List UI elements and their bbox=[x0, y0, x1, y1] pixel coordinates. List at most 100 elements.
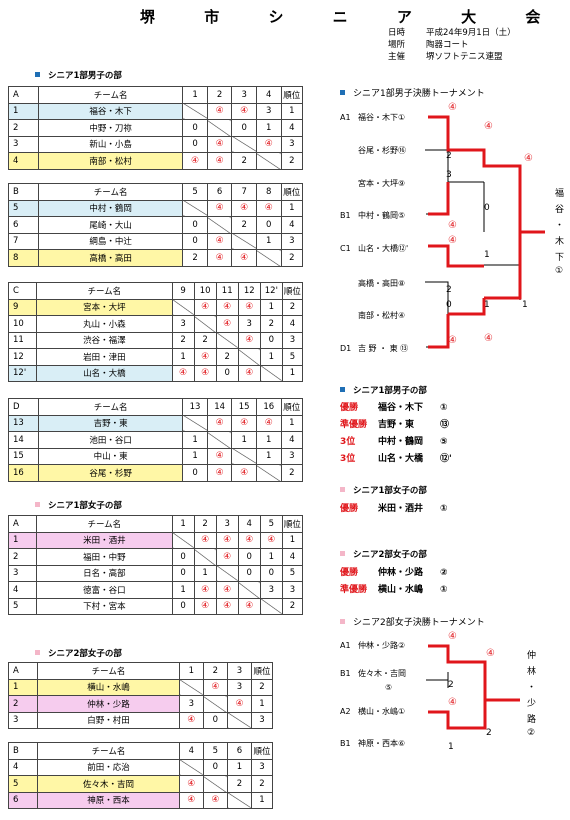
team-name: 下村・宮本 bbox=[36, 597, 173, 615]
team-name: 南部・松村④ bbox=[358, 311, 406, 320]
seed: A1 bbox=[340, 113, 351, 122]
result-row: 優勝 仲林・少路 ② bbox=[340, 565, 448, 578]
diagonal-cell bbox=[193, 548, 217, 566]
bracket-entry: 高橋・高田⑧ bbox=[340, 278, 405, 289]
bracket-entry: 谷尾・杉野⑯ bbox=[340, 145, 406, 156]
team-name: 高橋・高田 bbox=[37, 249, 184, 267]
results-men1-label: シニア1部男子の部 bbox=[353, 386, 427, 396]
bracket-score: ④ bbox=[448, 335, 457, 346]
info-row: 場所 陶器コート bbox=[388, 39, 516, 51]
diagonal-cell bbox=[215, 331, 239, 349]
table-row: 10 丸山・小森 3 ④ 3 2 4 bbox=[7, 315, 304, 333]
result-no: ② bbox=[440, 568, 448, 578]
result-row: 優勝 福谷・木下 ① bbox=[340, 400, 448, 413]
bracket-winner-char: 仲 bbox=[527, 651, 537, 661]
table-header: A チーム名 1 2 3 4 5 順位 bbox=[7, 515, 304, 533]
result-place: 優勝 bbox=[340, 568, 359, 578]
bracket-entry: B1 佐々木・吉岡 bbox=[340, 668, 406, 679]
team-name: 高橋・高田⑧ bbox=[358, 279, 406, 288]
score-cell: ④ bbox=[178, 711, 204, 729]
table-row: 12 岩田・津田 1 ④ 2 1 5 bbox=[7, 348, 304, 366]
group-table-c: C チーム名 9 10 11 12 12' 順位 9 宮本・大坪 ④ ④ ④ 1 2 10 丸山・小森 3 ④ 3 2 4… bbox=[7, 282, 304, 382]
score-cell: ④ bbox=[182, 152, 208, 170]
bracket-entry: 南部・松村④ bbox=[340, 310, 405, 321]
section-women2-bracket: シニア2部女子決勝トーナメント bbox=[340, 615, 485, 628]
bracket-score: 0 bbox=[446, 300, 452, 310]
event-info: 日時 平成24年9月1日（土） 場所 陶器コート 主催 堺ソフトテニス連盟 bbox=[388, 27, 516, 63]
score-cell: ④ bbox=[237, 364, 261, 382]
result-no: ⑫' bbox=[440, 454, 452, 464]
bracket-entry: 宮本・大坪⑨ bbox=[340, 178, 405, 189]
bracket-winner-char: ① bbox=[555, 266, 564, 276]
bracket-entry: B1 中村・鶴岡⑤ bbox=[340, 210, 405, 221]
team-name: 宮本・大坪⑨ bbox=[358, 179, 406, 188]
result-no: ① bbox=[440, 504, 448, 514]
team-name: 福谷・木下 bbox=[37, 102, 184, 120]
table-row: 14 池田・谷口 1 1 1 4 bbox=[8, 431, 304, 449]
row-no: 4 bbox=[8, 152, 39, 170]
team-name: 中村・鶴岡⑤ bbox=[358, 211, 406, 220]
group-table-a: A チーム名 1 2 3 4 順位 1 福谷・木下 ④ ④ 3 1 2 中野・刀祢 0 0 1 4 3 新山・小島 0 ④ ④… bbox=[8, 86, 304, 170]
rank-cell: 2 bbox=[281, 597, 304, 615]
score-cell: ④ bbox=[237, 531, 261, 549]
info-value: 陶器コート bbox=[426, 40, 469, 50]
result-team: 山名・大橋 bbox=[378, 454, 424, 464]
bracket-score: ④ bbox=[448, 102, 457, 113]
diagonal-cell bbox=[231, 447, 257, 465]
info-value: 平成24年9月1日（土） bbox=[426, 28, 516, 38]
bracket-score: 2 bbox=[486, 728, 492, 738]
rank-cell: 3 bbox=[251, 711, 273, 729]
bracket-winner-char: 谷 bbox=[555, 205, 565, 215]
group-table-a: A チーム名 1 2 3 順位 1 横山・水嶋 ④ 3 2 2 仲林・少路 3 ④ 1 3 白野・村田 ④ 0 3 bbox=[7, 662, 273, 729]
result-no: ① bbox=[440, 585, 448, 595]
section-men1: シニア1部男子の部 bbox=[35, 69, 122, 81]
bracket-score: 1 bbox=[522, 300, 528, 310]
team-name: 吉 野 ・ 東 ⑬ bbox=[358, 344, 409, 353]
diagonal-cell bbox=[226, 791, 253, 809]
info-row: 日時 平成24年9月1日（土） bbox=[388, 27, 516, 39]
rank-cell: 1 bbox=[281, 364, 304, 382]
result-no: ⑤ bbox=[440, 437, 448, 447]
section-women1-label: シニア1部女子の部 bbox=[48, 501, 122, 511]
result-team: 吉野・東 bbox=[378, 420, 415, 430]
table-row: 13 吉野・東 ④ ④ ④ 1 bbox=[8, 414, 304, 432]
bracket-score: 1 bbox=[484, 300, 490, 310]
row-no: 16 bbox=[8, 464, 39, 482]
bracket-score: 2 bbox=[446, 151, 452, 161]
team-name: 山名・大橋 bbox=[36, 364, 173, 382]
bracket-winner-char: 木 bbox=[555, 237, 565, 247]
table-row: 5 佐々木・吉岡 ④ 2 2 bbox=[7, 775, 273, 793]
result-no: ⑬ bbox=[440, 420, 450, 430]
info-value: 堺ソフトテニス連盟 bbox=[426, 52, 503, 62]
bracket-entry: C1 山名・大橋⑫' bbox=[340, 243, 408, 254]
team-name: 中村・鶴岡 bbox=[37, 199, 184, 217]
seed: A2 bbox=[340, 707, 351, 716]
section-women2-label: シニア2部女子の部 bbox=[48, 649, 122, 659]
bracket-entry: A1 仲林・少路② bbox=[340, 640, 405, 651]
diagonal-cell bbox=[255, 152, 282, 170]
bracket-score: ④ bbox=[486, 648, 495, 659]
section-women1: シニア1部女子の部 bbox=[35, 499, 122, 511]
score-cell: ④ bbox=[237, 331, 261, 349]
seed: D1 bbox=[340, 344, 352, 353]
results-women1-label: シニア1部女子の部 bbox=[353, 486, 427, 496]
table-row: 6 尾崎・大山 0 2 0 4 bbox=[8, 216, 304, 234]
info-key: 主催 bbox=[388, 52, 406, 62]
bracket-entry: ⑤ bbox=[385, 683, 392, 692]
row-no: 9 bbox=[7, 298, 38, 316]
team-name: 宮本・大坪 bbox=[36, 298, 173, 316]
table-row: 1 横山・水嶋 ④ 3 2 bbox=[7, 678, 273, 696]
bracket-winner-char: 福 bbox=[555, 189, 565, 199]
diagonal-cell bbox=[202, 695, 228, 713]
team-name: 佐々木・吉岡 bbox=[358, 669, 406, 678]
women2-bracket-label: シニア2部女子決勝トーナメント bbox=[353, 618, 485, 628]
info-key: 日時 bbox=[388, 28, 406, 38]
bracket-score: 1 bbox=[448, 742, 454, 752]
bracket-winner-char: ② bbox=[527, 728, 536, 738]
bracket-score: ④ bbox=[484, 333, 493, 344]
table-row: 6 神原・西本 ④ ④ 1 bbox=[7, 791, 273, 809]
seed: B1 bbox=[340, 211, 351, 220]
score-cell: ④ bbox=[206, 152, 233, 170]
info-row: 主催 堺ソフトテニス連盟 bbox=[388, 51, 516, 63]
